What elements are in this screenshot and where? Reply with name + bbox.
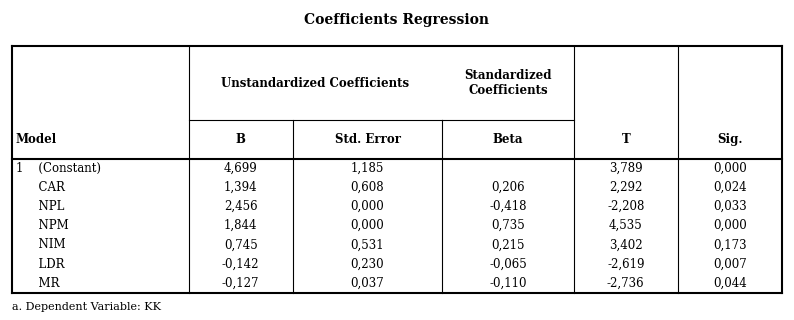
- Text: 0,000: 0,000: [351, 200, 384, 213]
- Text: 0,608: 0,608: [351, 181, 384, 194]
- Text: -0,142: -0,142: [222, 258, 260, 270]
- Text: T: T: [622, 133, 630, 146]
- Text: 1,185: 1,185: [351, 162, 384, 175]
- Text: 1    (Constant): 1 (Constant): [16, 162, 101, 175]
- Text: 0,735: 0,735: [491, 219, 525, 232]
- Text: NPM: NPM: [16, 219, 68, 232]
- Text: 4,535: 4,535: [609, 219, 642, 232]
- Text: 2,456: 2,456: [224, 200, 257, 213]
- Text: 0,033: 0,033: [713, 200, 747, 213]
- Text: 1,844: 1,844: [224, 219, 257, 232]
- Text: LDR: LDR: [16, 258, 64, 270]
- Text: 0,000: 0,000: [713, 219, 747, 232]
- Text: 2,292: 2,292: [609, 181, 642, 194]
- Text: Sig.: Sig.: [717, 133, 742, 146]
- Text: 3,789: 3,789: [609, 162, 642, 175]
- Text: Model: Model: [16, 133, 57, 146]
- Text: Beta: Beta: [493, 133, 523, 146]
- Text: 0,173: 0,173: [713, 238, 747, 251]
- Text: 0,044: 0,044: [713, 277, 747, 290]
- Text: 0,206: 0,206: [491, 181, 525, 194]
- Text: 1,394: 1,394: [224, 181, 257, 194]
- Text: NPL: NPL: [16, 200, 64, 213]
- Text: B: B: [236, 133, 245, 146]
- Text: Standardized
Coefficients: Standardized Coefficients: [464, 69, 552, 97]
- Text: a. Dependent Variable: KK: a. Dependent Variable: KK: [12, 302, 161, 312]
- Text: NIM: NIM: [16, 238, 65, 251]
- Text: 0,024: 0,024: [713, 181, 747, 194]
- Text: -0,065: -0,065: [489, 258, 527, 270]
- Text: -0,110: -0,110: [489, 277, 526, 290]
- Text: -0,418: -0,418: [489, 200, 526, 213]
- Text: 0,000: 0,000: [713, 162, 747, 175]
- Text: 0,000: 0,000: [351, 219, 384, 232]
- Text: MR: MR: [16, 277, 60, 290]
- Text: 0,037: 0,037: [351, 277, 384, 290]
- Text: 0,745: 0,745: [224, 238, 257, 251]
- Text: 0,531: 0,531: [351, 238, 384, 251]
- Text: 0,230: 0,230: [351, 258, 384, 270]
- Text: Coefficients Regression: Coefficients Regression: [305, 13, 489, 27]
- Text: CAR: CAR: [16, 181, 65, 194]
- Text: -2,736: -2,736: [607, 277, 645, 290]
- Text: -2,619: -2,619: [607, 258, 645, 270]
- Text: Std. Error: Std. Error: [334, 133, 400, 146]
- Text: 3,402: 3,402: [609, 238, 642, 251]
- Text: 0,215: 0,215: [491, 238, 525, 251]
- Text: 4,699: 4,699: [224, 162, 257, 175]
- Text: 0,007: 0,007: [713, 258, 747, 270]
- Text: -0,127: -0,127: [222, 277, 260, 290]
- Text: Unstandardized Coefficients: Unstandardized Coefficients: [222, 77, 410, 90]
- Text: -2,208: -2,208: [607, 200, 645, 213]
